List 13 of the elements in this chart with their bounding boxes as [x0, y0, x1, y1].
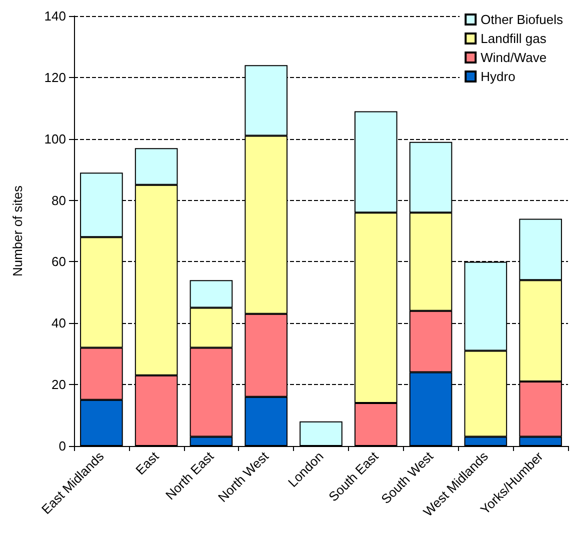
- y-tick-label: 100: [44, 131, 66, 146]
- y-tick-label: 20: [52, 377, 66, 392]
- y-axis-title: Number of sites: [10, 184, 25, 277]
- y-tick-label: 40: [52, 316, 66, 331]
- y-tick-label: 120: [44, 70, 66, 85]
- legend-label: Hydro: [480, 69, 516, 84]
- legend-label: Landfill gas: [480, 31, 547, 46]
- legend-label: Wind/Wave: [480, 50, 547, 65]
- legend-label: Other Biofuels: [480, 12, 564, 27]
- y-tick-label: 80: [52, 192, 66, 208]
- y-tick-label: 140: [44, 8, 66, 24]
- y-tick-label: 0: [58, 438, 66, 454]
- y-tick-label: 60: [52, 254, 66, 270]
